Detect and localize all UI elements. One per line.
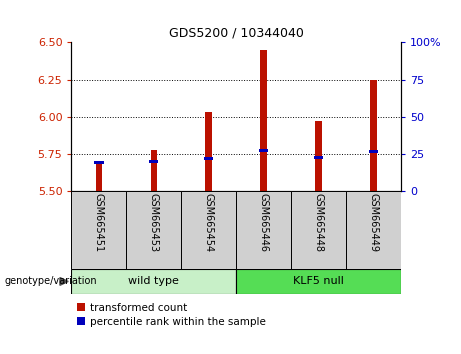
Bar <box>370 80 377 191</box>
Text: GSM665449: GSM665449 <box>369 194 378 252</box>
Text: GSM665454: GSM665454 <box>204 194 214 253</box>
Legend: transformed count, percentile rank within the sample: transformed count, percentile rank withi… <box>77 303 266 327</box>
Bar <box>369 150 378 153</box>
FancyArrow shape <box>60 278 68 285</box>
Bar <box>95 160 104 164</box>
Bar <box>314 156 323 159</box>
Bar <box>95 163 102 191</box>
Text: wild type: wild type <box>129 276 179 286</box>
Bar <box>71 269 236 294</box>
Bar <box>236 269 401 294</box>
Bar <box>206 112 212 191</box>
Bar <box>291 191 346 269</box>
Bar <box>346 191 401 269</box>
Text: KLF5 null: KLF5 null <box>293 276 344 286</box>
Text: GSM665453: GSM665453 <box>149 194 159 253</box>
Bar <box>204 157 213 160</box>
Text: GSM665448: GSM665448 <box>313 194 324 252</box>
Bar <box>149 160 159 163</box>
Bar <box>71 191 126 269</box>
Bar <box>259 149 268 152</box>
Text: GSM665451: GSM665451 <box>94 194 104 253</box>
Bar <box>315 121 322 191</box>
Bar <box>236 191 291 269</box>
Bar <box>260 50 267 191</box>
Title: GDS5200 / 10344040: GDS5200 / 10344040 <box>169 27 304 40</box>
Bar <box>181 191 236 269</box>
Bar <box>151 149 157 191</box>
Bar <box>126 191 181 269</box>
Text: genotype/variation: genotype/variation <box>5 276 97 286</box>
Text: GSM665446: GSM665446 <box>259 194 269 252</box>
